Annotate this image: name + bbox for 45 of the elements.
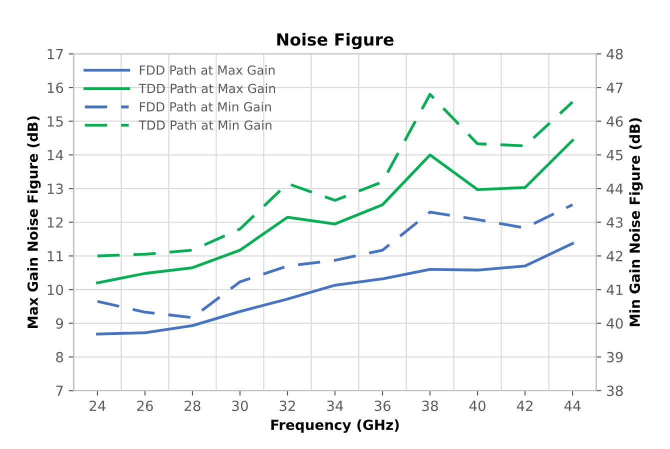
legend-label: TDD Path at Min Gain (138, 120, 272, 130)
x-tick-label: 40 (469, 400, 486, 412)
y-tick-label: 10 (48, 284, 64, 296)
line-series (96, 92, 574, 258)
y2-tick-label: 43 (606, 217, 623, 228)
x-tick-label: 38 (422, 400, 438, 412)
legend-label: FDD Path at Min Gain (140, 102, 271, 112)
x-axis-title: Frequency (GHz) (271, 419, 399, 433)
x-tick-label: 24 (90, 400, 106, 411)
y2-tick-label: 48 (606, 48, 623, 60)
x-tick-label: 42 (516, 400, 532, 411)
y2-tick-label: 46 (606, 116, 623, 127)
y-tick-label: 11 (48, 251, 63, 262)
y-tick-label: 13 (48, 184, 63, 194)
y-tick-label: 9 (56, 318, 63, 329)
line-series (96, 203, 574, 319)
y2-tick-label: 38 (607, 386, 623, 396)
y-tick-label: 7 (56, 386, 63, 396)
x-tick-label: 28 (184, 400, 200, 412)
y-axis-title: Max Gain Noise Figure (dB) (27, 116, 41, 328)
y-tick-label: 16 (48, 82, 64, 94)
x-tick-label: 32 (280, 400, 295, 412)
y-tick-label: 8 (56, 352, 64, 362)
x-tick-label: 26 (137, 400, 153, 412)
x-tick-label: 30 (232, 400, 248, 412)
y2-tick-label: 41 (606, 284, 622, 295)
y2-tick-label: 47 (606, 82, 623, 93)
y-tick-label: 12 (48, 217, 63, 228)
y2-tick-label: 40 (606, 318, 623, 329)
y2-tick-label: 45 (606, 150, 622, 160)
y-tick-label: 17 (48, 49, 63, 60)
y2-tick-label: 42 (606, 250, 622, 262)
line-series (96, 139, 574, 284)
chart-title: Noise Figure (277, 32, 394, 50)
y-tick-label: 14 (48, 150, 64, 160)
y2-axis-title: Min Gain Noise Figure (dB) (629, 118, 643, 326)
legend-label: FDD Path at Max Gain (140, 65, 275, 75)
x-tick-label: 34 (327, 400, 344, 412)
line-series (96, 242, 574, 336)
y2-tick-label: 44 (606, 184, 623, 194)
y-tick-label: 15 (48, 116, 63, 127)
x-tick-label: 44 (564, 400, 581, 411)
x-tick-label: 36 (374, 400, 390, 412)
y2-tick-label: 39 (607, 352, 623, 362)
legend-label: TDD Path at Max Gain (138, 83, 276, 94)
